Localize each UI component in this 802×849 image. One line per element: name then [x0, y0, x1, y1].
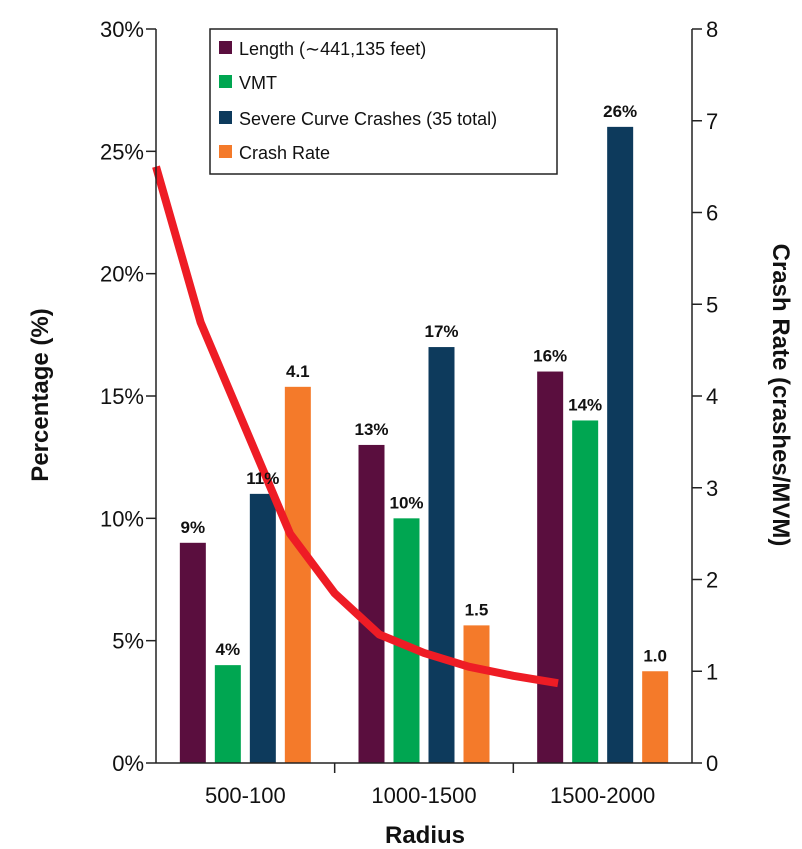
legend-label-vmt: VMT [239, 73, 277, 93]
bar-4-1 [284, 386, 311, 763]
bar-4-3 [642, 671, 669, 763]
data-label-3-3: 26% [603, 102, 637, 121]
legend-label-severe-crashes: Severe Curve Crashes (35 total) [239, 109, 497, 129]
bar-1-2 [358, 444, 385, 763]
data-label-1-1: 9% [181, 518, 206, 537]
bar-1-1 [179, 542, 206, 763]
bar-3-1 [249, 493, 276, 763]
bar-3-3 [607, 126, 634, 763]
data-label-1-2: 13% [354, 420, 388, 439]
y-tick-label-3: 15% [100, 384, 144, 409]
legend-swatch-vmt [219, 75, 232, 88]
bars-layer [179, 126, 669, 763]
legend-label-crash-rate: Crash Rate [239, 143, 330, 163]
data-label-1-3: 16% [533, 347, 567, 366]
y-tick-label-4: 20% [100, 262, 144, 287]
y-tick-label-6: 30% [100, 17, 144, 42]
legend-item-severe-crashes: Severe Curve Crashes (35 total) [219, 109, 497, 129]
bar-3-2 [428, 347, 455, 763]
y-axis-title: Percentage (%) [27, 308, 54, 481]
legend-swatch-crash-rate [219, 145, 232, 158]
data-label-2-1: 4% [216, 640, 241, 659]
x-tick-label-3: 1500-2000 [550, 783, 655, 808]
x-tick-label-1: 500-100 [205, 783, 286, 808]
data-label-4-2: 1.5 [465, 600, 489, 619]
y2-tick-label-1: 1 [706, 659, 718, 684]
bar-4-2 [463, 625, 490, 763]
y-tick-label-1: 5% [112, 629, 144, 654]
legend-swatch-severe-crashes [219, 111, 232, 124]
bar-2-3 [572, 420, 599, 763]
bar-1-3 [537, 371, 564, 763]
legend-item-vmt: VMT [219, 73, 277, 93]
legend-item-crash-rate: Crash Rate [219, 143, 330, 163]
y2-tick-label-3: 3 [706, 476, 718, 501]
y-tick-label-0: 0% [112, 751, 144, 776]
legend-box [209, 28, 558, 175]
data-label-2-3: 14% [568, 395, 602, 414]
legend-label-length: Length (∼441,135 feet) [239, 39, 426, 59]
x-axis-title: Radius [385, 822, 465, 849]
y2-tick-label-5: 5 [706, 292, 718, 317]
data-labels-layer: 9% 4% 11% 4.1 13% 10% 17% 1.5 16% 14% 26% 1.0 [181, 102, 667, 665]
y2-axis-title: Crash Rate (crashes/MVM) [767, 244, 794, 547]
line-layer [152, 165, 559, 688]
legend-item-length: Length (∼441,135 feet) [219, 39, 426, 59]
bar-2-1 [214, 665, 241, 763]
y2-tick-label-0: 0 [706, 751, 718, 776]
legend: Length (∼441,135 feet) VMT Severe Curve … [209, 28, 558, 175]
y2-tick-label-2: 2 [706, 568, 718, 593]
y-tick-label-2: 10% [100, 506, 144, 531]
axes-layer: 0% 5% 10% 15% 20% 25% 30% 0 1 2 3 4 5 6 7 8 500-100 1000-… [100, 17, 718, 808]
crash-rate-line [152, 165, 559, 688]
data-label-4-3: 1.0 [643, 646, 667, 665]
y-tick-label-5: 25% [100, 139, 144, 164]
y2-tick-label-4: 4 [706, 384, 718, 409]
y2-tick-label-6: 6 [706, 201, 718, 226]
data-label-3-1: 11% [246, 469, 279, 488]
y2-tick-label-8: 8 [706, 17, 718, 42]
y2-tick-label-7: 7 [706, 109, 718, 134]
legend-swatch-length [219, 41, 232, 54]
data-label-4-1: 4.1 [286, 362, 310, 381]
data-label-3-2: 17% [424, 322, 458, 341]
x-tick-label-2: 1000-1500 [371, 783, 476, 808]
data-label-2-2: 10% [389, 493, 423, 512]
